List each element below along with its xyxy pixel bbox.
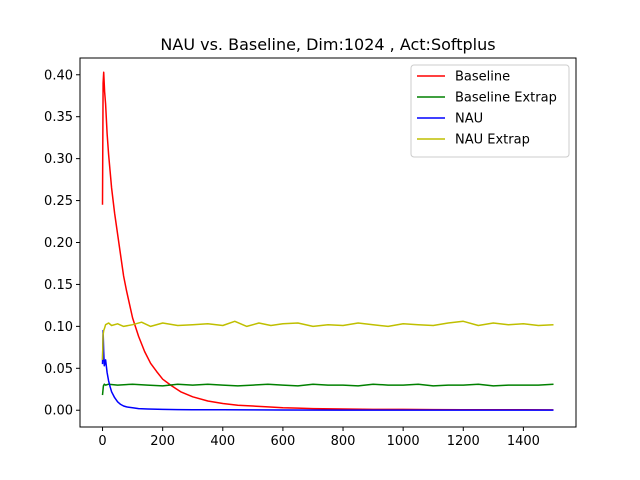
x-tick-label: 1200 xyxy=(447,434,480,449)
x-tick-label: 1000 xyxy=(387,434,420,449)
y-tick-label: 0.20 xyxy=(44,236,73,251)
x-axis: 0 200 400 600 800 1000 1200 1400 xyxy=(98,427,540,449)
series-line-nau-extrap xyxy=(101,320,554,360)
series-line-baseline-extrap xyxy=(101,383,554,396)
x-tick-label: 800 xyxy=(331,434,356,449)
series-line-baseline xyxy=(101,71,554,411)
y-tick-label: 0.15 xyxy=(44,278,73,293)
legend-label-nau-extrap: NAU Extrap xyxy=(455,133,530,148)
y-tick-label: 0.35 xyxy=(44,110,73,125)
y-tick-label: 0.05 xyxy=(44,362,73,377)
legend-label-baseline: Baseline xyxy=(455,70,510,85)
legend: Baseline Baseline Extrap NAU NAU Extrap xyxy=(410,64,570,158)
legend-label-nau: NAU xyxy=(455,112,483,127)
x-tick-label: 200 xyxy=(150,434,175,449)
x-tick-label: 600 xyxy=(270,434,295,449)
series-layer xyxy=(101,71,554,411)
legend-label-baseline-extrap: Baseline Extrap xyxy=(455,91,557,106)
x-tick-label: 0 xyxy=(98,434,106,449)
x-tick-label: 400 xyxy=(210,434,235,449)
y-axis: 0.00 0.05 0.10 0.15 0.20 0.25 0.30 0.35 0.40 xyxy=(44,68,80,419)
chart-title: NAU vs. Baseline, Dim:1024 , Act:Softplu… xyxy=(160,35,495,54)
x-tick-label: 1400 xyxy=(507,434,540,449)
y-tick-label: 0.40 xyxy=(44,68,73,83)
y-tick-label: 0.30 xyxy=(44,152,73,167)
y-tick-label: 0.10 xyxy=(44,320,73,335)
legend-box xyxy=(410,64,570,158)
y-tick-label: 0.25 xyxy=(44,194,73,209)
series-line-nau xyxy=(101,329,554,411)
y-tick-label: 0.00 xyxy=(44,404,73,419)
